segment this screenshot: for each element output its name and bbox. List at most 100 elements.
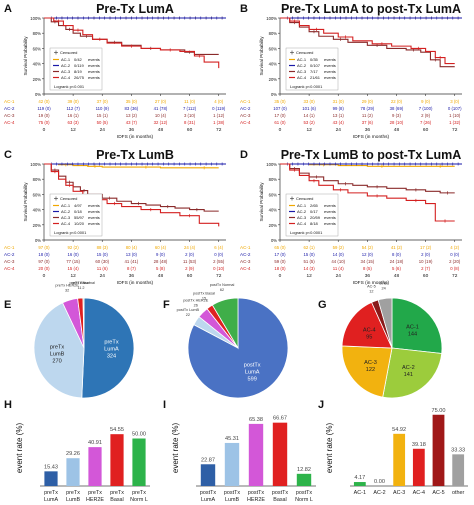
legend-label: AC-4: [61, 221, 71, 226]
risk-cell: 60 (4): [155, 245, 167, 250]
legend-label: AC-3: [61, 215, 71, 220]
y-tick-label: 20%: [33, 77, 42, 82]
risk-cell: 2 (9): [421, 113, 430, 118]
pie-label: AC-4: [363, 328, 376, 334]
legend-label: AC-2: [297, 209, 307, 214]
risk-cell: 107 (0): [273, 106, 287, 111]
legend-events: 20/59: [310, 215, 321, 220]
x-tick-label: postTx: [248, 490, 264, 496]
risk-row-label: AC-3: [240, 259, 251, 264]
risk-row-label: AC-3: [4, 113, 15, 118]
risk-row-label: AC-2: [240, 106, 251, 111]
risk-row-label: AC-4: [240, 120, 251, 125]
y-tick-label: 60%: [33, 46, 42, 51]
legend-logrank: Logrank p<0.0001: [290, 230, 323, 235]
panel-title: Pre-Tx LumB: [96, 148, 174, 162]
risk-cell: 65 (0): [274, 245, 286, 250]
legend-box: [49, 47, 103, 91]
risk-cell: 2 (20): [449, 259, 461, 264]
x-tick-label: 24: [336, 273, 342, 279]
legend-suffix: events: [88, 215, 100, 220]
risk-row-label: AC-3: [240, 113, 251, 118]
pie-value: 270: [52, 358, 61, 364]
legend-suffix: events: [324, 209, 336, 214]
legend-events: 2/65: [310, 203, 319, 208]
risk-cell: 2 (9): [185, 266, 194, 271]
legend-events: 8/19: [74, 69, 83, 74]
risk-cell: 97 (0): [38, 259, 50, 264]
pie-value: 26: [194, 303, 198, 307]
pie-label: postTx Basal: [193, 292, 215, 296]
legend-logrank: Logrank p<0.001: [54, 84, 85, 89]
x-tick-label: postTx: [200, 490, 216, 496]
pie-slice: [341, 345, 393, 398]
x-tick-label: 12: [70, 273, 76, 279]
risk-cell: 8 (5): [363, 266, 372, 271]
x-tick-label: HER2E: [247, 497, 265, 503]
risk-row-label: AC-2: [240, 252, 251, 257]
legend-suffix: events: [88, 203, 100, 208]
x-tick-label: 0: [43, 273, 46, 279]
pie-label: AC-1: [406, 325, 419, 331]
legend-suffix: events: [88, 209, 100, 214]
km-panel-b: B Pre-Tx LumA to post-Tx LumA 0% 20% 40% 60% 8…: [240, 2, 462, 140]
pie-label: other: [379, 282, 388, 286]
risk-cell: 3 (0): [450, 99, 459, 104]
risk-cell: 18 (0): [38, 252, 50, 257]
bar-value-label: 29.26: [66, 451, 80, 457]
x-tick-label: 72: [452, 273, 458, 279]
pie-label: AC-2: [402, 365, 415, 371]
risk-cell: 24 (18): [390, 259, 404, 264]
y-tick-label: 40%: [33, 208, 42, 213]
pie-value: 15: [202, 297, 206, 301]
risk-cell: 51 (5): [304, 259, 316, 264]
risk-row-label: AC-4: [240, 266, 251, 271]
risk-cell: 63 (3): [68, 120, 80, 125]
x-tick-label: 36: [365, 273, 371, 279]
panel-title: Pre-Tx LumA: [96, 2, 174, 16]
risk-cell: 4 (0): [214, 99, 223, 104]
legend-events: 7/17: [310, 69, 319, 74]
legend-label: AC-4: [297, 221, 307, 226]
legend-logrank: Logrank p<0.0001: [54, 230, 87, 235]
risk-cell: 39 (0): [68, 99, 80, 104]
legend-events: 26/75: [74, 75, 85, 80]
y-axis-label: event rate (%): [325, 423, 334, 474]
legend-label: AC-4: [297, 75, 307, 80]
y-tick-label: 0%: [271, 92, 277, 97]
risk-cell: 34 (15): [361, 259, 375, 264]
y-axis-label: Survival Probability: [23, 36, 28, 76]
risk-cell: 11 (53): [183, 259, 197, 264]
risk-cell: 62 (1): [304, 245, 316, 250]
pie-label: preTx Basal: [69, 281, 89, 285]
risk-cell: 10 (4): [155, 113, 167, 118]
legend-events: 0/35: [310, 57, 319, 62]
km-curve: [44, 163, 220, 227]
bar-value-label: 12.82: [297, 467, 311, 473]
risk-cell: 43 (7): [126, 120, 138, 125]
km-curve: [280, 17, 455, 68]
legend-suffix: events: [88, 63, 100, 68]
pie-value: 62: [220, 288, 224, 292]
legend-suffix: events: [324, 75, 336, 80]
bar-value-label: 50.00: [132, 432, 146, 438]
pie-value: 2: [82, 286, 84, 290]
pie-value: 32: [65, 288, 69, 292]
y-tick-label: 80%: [269, 177, 278, 182]
x-tick-label: LumB: [225, 497, 239, 503]
risk-cell: 38 (69): [390, 106, 404, 111]
legend-label: AC-2: [297, 63, 307, 68]
bar: [412, 448, 425, 486]
risk-cell: 43 (4): [333, 120, 345, 125]
x-tick-label: preTx: [110, 490, 124, 496]
legend-events: 10/20: [74, 221, 85, 226]
x-tick-label: LumB: [66, 497, 80, 503]
bar-value-label: 0.00: [374, 479, 385, 485]
x-tick-label: 48: [158, 273, 164, 279]
risk-cell: 11 (0): [184, 99, 195, 104]
legend-suffix: events: [88, 57, 100, 62]
y-axis-label: Survival Probability: [259, 182, 264, 222]
risk-cell: 0 (10): [213, 266, 225, 271]
risk-cell: 15 (0): [97, 252, 109, 257]
y-tick-label: 100%: [30, 16, 41, 21]
